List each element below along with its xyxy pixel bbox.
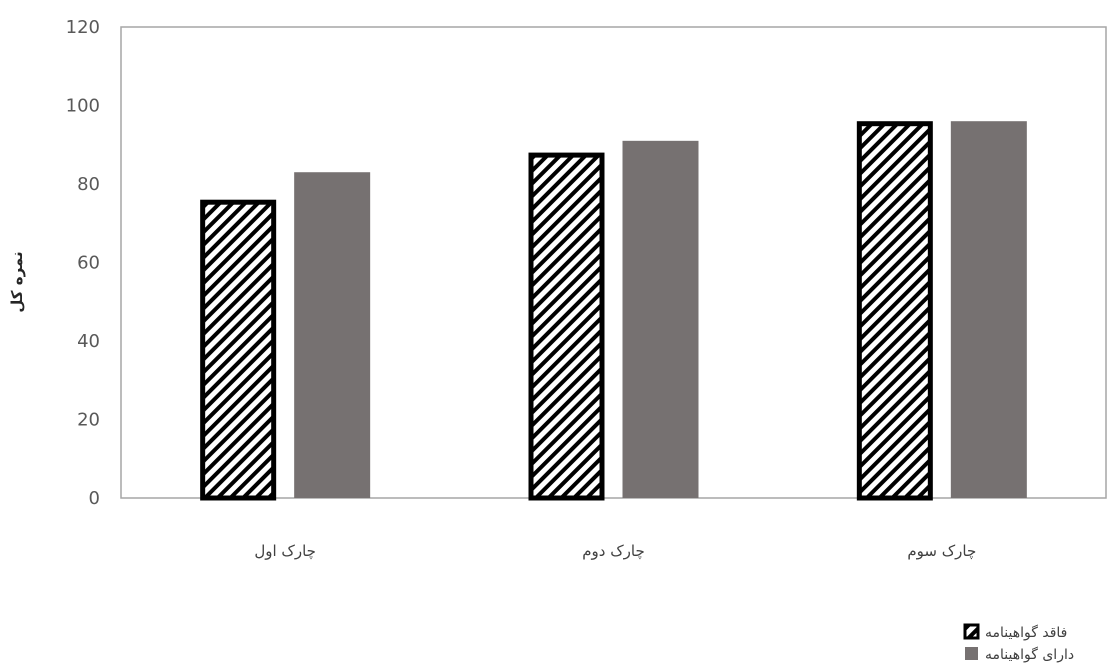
bar-series-0-0 — [200, 199, 277, 501]
x-category-label: چارک دوم — [582, 542, 645, 560]
y-tick-label: 80 — [77, 174, 100, 195]
y-axis-ticks: 0 20 40 60 80 100 120 — [66, 17, 100, 509]
legend-swatch-1 — [965, 647, 978, 660]
legend-label-1: دارای گواهینامه — [985, 646, 1074, 663]
bar-series-0-2 — [856, 121, 933, 501]
plot-area-frame — [120, 26, 1107, 499]
y-tick-label: 100 — [66, 96, 100, 117]
legend-swatch-0 — [963, 623, 980, 640]
legend: فاقد گواهینامه دارای گواهینامه — [963, 623, 1074, 663]
bars — [200, 121, 1027, 501]
bar-series-1-1 — [622, 140, 699, 498]
y-tick-label: 20 — [77, 410, 100, 431]
x-category-label: چارک اول — [254, 542, 316, 560]
y-tick-label: 120 — [66, 17, 100, 38]
y-axis-label: نمره کل — [8, 251, 26, 312]
x-category-label: چارک سوم — [907, 542, 976, 560]
y-tick-label: 0 — [89, 488, 100, 509]
bar-series-1-2 — [950, 121, 1027, 498]
x-axis-categories: چارک اول چارک دوم چارک سوم — [254, 542, 976, 560]
y-tick-label: 40 — [77, 331, 100, 352]
y-tick-label: 60 — [77, 253, 100, 274]
bar-series-0-1 — [528, 152, 605, 501]
legend-label-0: فاقد گواهینامه — [985, 624, 1067, 641]
bar-series-1-0 — [294, 172, 371, 498]
